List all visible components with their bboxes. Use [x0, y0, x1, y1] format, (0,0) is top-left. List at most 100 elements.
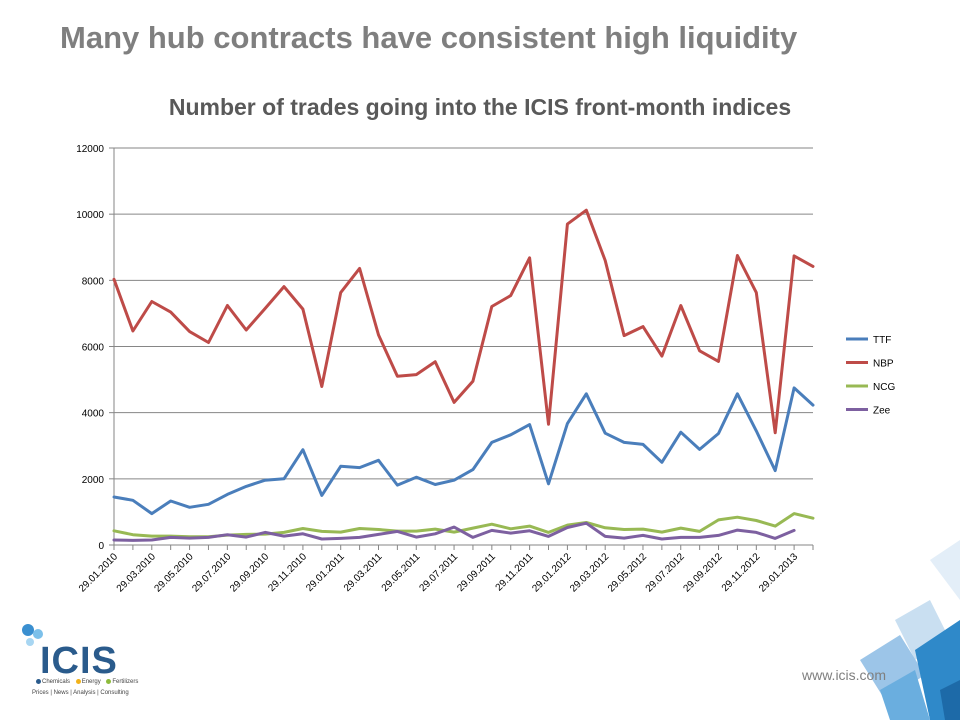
data-point-ttf: [245, 485, 248, 488]
sector-fertilizers: Fertilizers: [112, 679, 139, 686]
data-point-ttf: [509, 433, 512, 436]
logo-sectors: Chemicals Energy Fertilizers: [32, 679, 138, 685]
x-tick-label: 29.07.2012: [644, 551, 687, 594]
legend-label: TTF: [873, 335, 891, 346]
data-point-nbp: [396, 375, 399, 378]
corner-decoration: [860, 540, 960, 720]
data-point-zee: [774, 537, 777, 540]
data-point-ncg: [283, 531, 286, 534]
data-point-ncg: [434, 528, 437, 531]
data-point-ttf: [301, 448, 304, 451]
data-point-ncg: [660, 531, 663, 534]
data-point-nbp: [812, 265, 815, 268]
data-point-ncg: [793, 512, 796, 515]
data-point-ncg: [320, 530, 323, 533]
data-point-zee: [566, 526, 569, 529]
data-point-nbp: [471, 380, 474, 383]
data-point-nbp: [547, 423, 550, 426]
data-point-ttf: [547, 482, 550, 485]
data-point-nbp: [528, 256, 531, 259]
data-point-ttf: [434, 483, 437, 486]
footer-url: www.icis.com: [802, 667, 887, 683]
data-point-zee: [131, 539, 134, 542]
data-point-nbp: [113, 278, 116, 281]
data-point-nbp: [377, 333, 380, 336]
data-point-zee: [585, 522, 588, 525]
data-point-zee: [358, 536, 361, 539]
x-tick-label: 29.07.2011: [418, 551, 461, 594]
data-point-ttf: [604, 432, 607, 435]
x-tick-label: 29.01.2013: [757, 551, 800, 594]
slide-title: Many hub contracts have consistent high …: [60, 20, 798, 55]
x-tick-label: 29.01.2011: [304, 551, 347, 594]
logo-tagline: Prices | News | Analysis | Consulting: [32, 690, 129, 696]
data-point-nbp: [585, 209, 588, 212]
data-point-zee: [679, 536, 682, 539]
data-point-ncg: [528, 525, 531, 528]
data-point-nbp: [774, 431, 777, 434]
data-point-nbp: [604, 259, 607, 262]
data-point-zee: [623, 537, 626, 540]
data-point-zee: [755, 531, 758, 534]
x-tick-label: 29.09.2010: [228, 551, 271, 594]
data-point-ttf: [339, 465, 342, 468]
data-point-ncg: [471, 527, 474, 530]
data-point-nbp: [660, 355, 663, 358]
data-point-nbp: [169, 311, 172, 314]
y-tick-label: 8000: [82, 276, 105, 287]
data-point-ttf: [226, 493, 229, 496]
data-point-ttf: [320, 494, 323, 497]
x-tick-label: 29.05.2011: [380, 551, 423, 594]
x-tick-label: 29.03.2012: [568, 551, 611, 594]
data-point-zee: [660, 538, 663, 541]
logo-mark-icon: [22, 624, 43, 646]
data-point-zee: [736, 529, 739, 532]
data-point-zee: [226, 533, 229, 536]
data-point-zee: [641, 534, 644, 537]
y-tick-label: 0: [98, 541, 104, 552]
sector-chemicals: Chemicals: [42, 679, 71, 686]
sector-energy: Energy: [81, 679, 101, 686]
series-line-nbp: [112, 208, 815, 435]
data-point-zee: [434, 532, 437, 535]
legend-item-zee: Zee: [846, 406, 891, 417]
data-point-nbp: [717, 360, 720, 363]
data-point-zee: [339, 537, 342, 540]
series-line-ttf: [112, 386, 815, 516]
data-point-zee: [528, 529, 531, 532]
data-point-ttf: [415, 476, 418, 479]
data-point-ttf: [641, 443, 644, 446]
data-point-nbp: [264, 307, 267, 310]
data-point-zee: [490, 529, 493, 532]
data-point-ttf: [283, 477, 286, 480]
x-tick-label: 29.05.2010: [153, 551, 196, 594]
data-point-zee: [113, 539, 116, 542]
data-point-zee: [150, 539, 153, 542]
x-tick-label: 29.03.2010: [115, 551, 158, 594]
data-point-ncg: [150, 535, 153, 538]
data-point-zee: [547, 535, 550, 538]
x-tick-label: 29.03.2011: [342, 551, 385, 594]
x-tick-label: 29.01.2012: [530, 551, 573, 594]
data-point-ttf: [528, 423, 531, 426]
gridlines: [114, 147, 813, 546]
data-point-zee: [698, 536, 701, 539]
legend-label: NBP: [873, 359, 894, 370]
x-tick-label: 29.09.2011: [455, 551, 498, 594]
data-point-ttf: [566, 422, 569, 425]
data-point-ncg: [623, 528, 626, 531]
data-point-ttf: [131, 499, 134, 502]
data-point-ncg: [509, 527, 512, 530]
data-point-nbp: [358, 267, 361, 270]
logo-text: ICIS: [40, 640, 118, 682]
data-point-nbp: [509, 294, 512, 297]
data-point-nbp: [641, 325, 644, 328]
data-point-ncg: [339, 531, 342, 534]
data-point-zee: [377, 533, 380, 536]
data-point-nbp: [490, 305, 493, 308]
data-point-nbp: [623, 334, 626, 337]
data-point-nbp: [207, 341, 210, 344]
data-point-nbp: [434, 360, 437, 363]
data-point-ttf: [169, 499, 172, 502]
